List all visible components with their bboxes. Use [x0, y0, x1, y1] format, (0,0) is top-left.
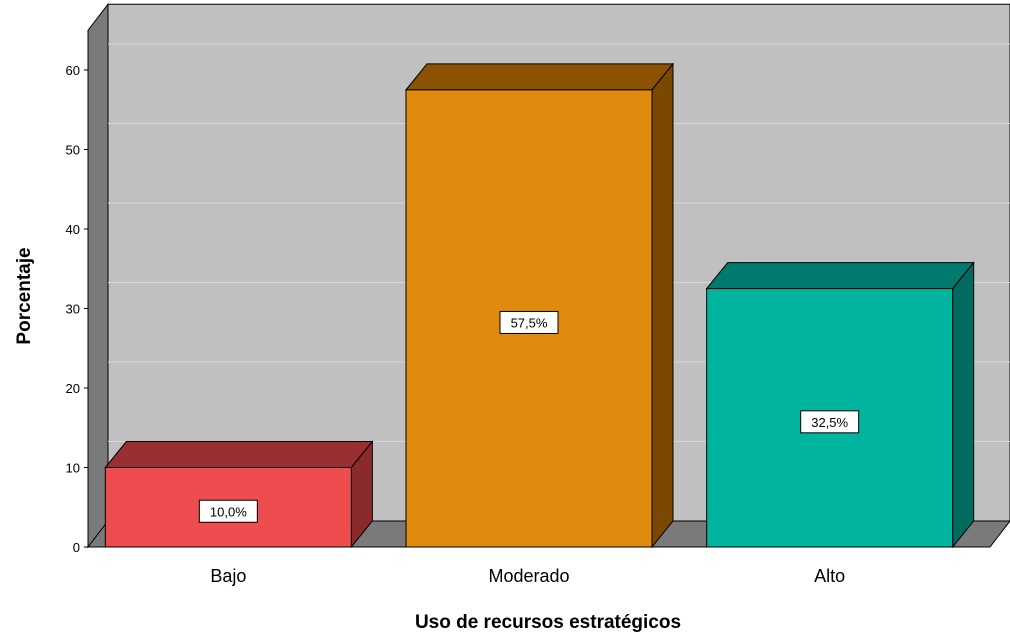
bar-top [705, 262, 975, 290]
data-label-box [198, 499, 258, 523]
data-label-text: 57,5% [511, 315, 548, 330]
bar-top [104, 441, 374, 468]
data-label-box [800, 410, 860, 434]
bar-moderado: 57,5% [404, 62, 675, 549]
side-wall [87, 2, 109, 549]
data-label: 32,5% [800, 410, 860, 434]
y-tick-label: 40 [66, 222, 80, 237]
x-tick-label: Alto [814, 566, 845, 586]
x-axis-title: Uso de recursos estratégicos [415, 612, 681, 633]
y-tick-label: 50 [66, 143, 80, 158]
bar-alto: 32,5% [705, 261, 975, 549]
x-tick-label: Bajo [210, 566, 246, 586]
bar-bajo: 10,0% [104, 440, 374, 549]
data-label-text: 10,0% [210, 504, 247, 519]
bar-side [651, 62, 674, 549]
data-label: 10,0% [198, 499, 258, 523]
data-label: 57,5% [499, 310, 559, 334]
y-tick-label: 30 [66, 302, 80, 317]
y-axis-title: Porcentaje [14, 247, 35, 344]
bars: 10,0% 57,5% 32,5% [104, 62, 975, 549]
y-tick-label: 20 [66, 381, 80, 396]
x-axis: Bajo Moderado Alto [210, 566, 845, 586]
bar-top [404, 63, 675, 91]
data-label-text: 32,5% [811, 415, 848, 430]
bar-side [952, 261, 975, 549]
y-tick-label: 10 [66, 461, 80, 476]
y-tick-label: 60 [66, 63, 80, 78]
data-label-box [499, 310, 559, 334]
x-tick-label: Moderado [488, 566, 569, 586]
y-axis: 0 10 20 30 40 50 60 [66, 30, 89, 555]
y-tick-label: 0 [73, 540, 80, 555]
